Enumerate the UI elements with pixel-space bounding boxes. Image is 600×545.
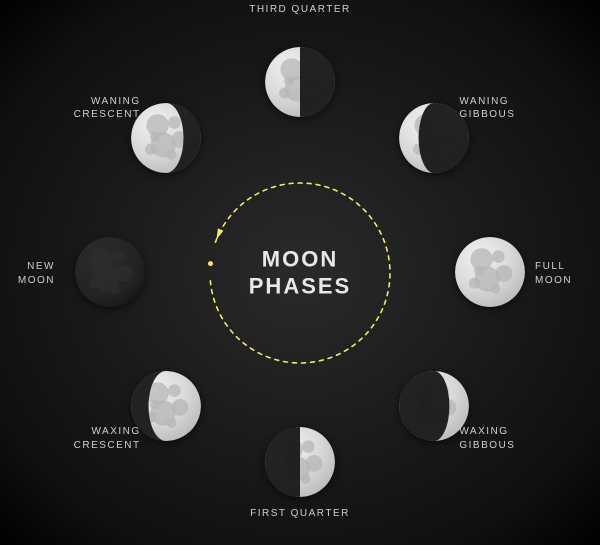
phase-label: NEW MOON [0,260,55,287]
phase-label: WAXING GIBBOUS [459,425,579,452]
moon-icon [131,103,201,173]
phase-waning-gibbous: WANING GIBBOUS [399,103,469,173]
phase-waxing-crescent: WAXING CRESCENT [131,371,201,441]
title-line-2: PHASES [249,273,351,301]
phase-label: FULL MOON [535,260,600,287]
moon-icon [455,237,525,307]
moon-icon [131,371,201,441]
phase-label: FIRST QUARTER [240,507,360,521]
diagram-title: MOON PHASES [249,245,351,300]
phase-label: WANING GIBBOUS [459,95,579,122]
moon-phases-diagram: MOON PHASES THIRD QUARTER WANING GIBBOUS F… [0,0,600,545]
moon-icon [75,237,145,307]
phase-new-moon: NEW MOON [75,237,145,307]
phase-third-quarter: THIRD QUARTER [265,47,335,117]
moon-icon [265,427,335,497]
phase-full-moon: FULL MOON [455,237,525,307]
moon-icon [265,47,335,117]
phase-label: WAXING CRESCENT [21,425,141,452]
phase-waxing-gibbous: WAXING GIBBOUS [399,371,469,441]
title-line-1: MOON [249,245,351,273]
phase-waning-crescent: WANING CRESCENT [131,103,201,173]
phase-label: THIRD QUARTER [240,3,360,17]
phase-first-quarter: FIRST QUARTER [265,427,335,497]
phase-label: WANING CRESCENT [21,95,141,122]
